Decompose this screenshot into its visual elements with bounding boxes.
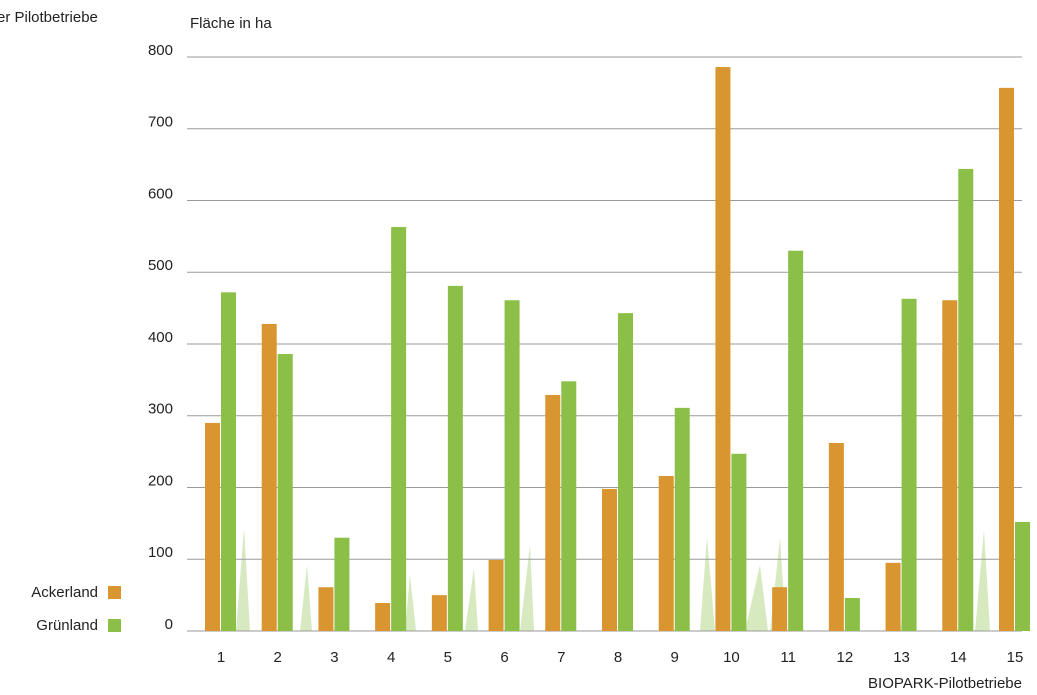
bar <box>828 443 844 631</box>
bar <box>674 407 690 631</box>
x-axis-label: BIOPARK-Pilotbetriebe <box>868 675 1022 692</box>
bar <box>545 394 561 631</box>
y-tick-label: 100 <box>148 544 173 561</box>
x-tick-label: 1 <box>217 649 225 666</box>
bar <box>885 562 901 631</box>
bar <box>221 292 236 631</box>
bar <box>658 476 674 631</box>
bar <box>772 587 788 631</box>
y-tick-label: 700 <box>148 114 173 131</box>
x-tick-label: 3 <box>330 649 338 666</box>
y-tick-label: 800 <box>148 42 173 59</box>
y-tick-label: 500 <box>148 257 173 274</box>
y-tick-label: 400 <box>148 329 173 346</box>
legend-swatch <box>108 619 121 632</box>
bar <box>504 300 520 631</box>
x-tick-label: 12 <box>837 649 854 666</box>
bar <box>488 559 504 631</box>
bar <box>205 422 220 631</box>
x-tick-label: 14 <box>950 649 967 666</box>
bar <box>431 595 447 631</box>
bar <box>334 537 350 631</box>
bar <box>602 488 617 631</box>
corner-text: er Pilotbetriebe <box>0 9 98 26</box>
x-tick-label: 8 <box>614 649 622 666</box>
bar <box>942 300 958 631</box>
x-tick-label: 10 <box>723 649 740 666</box>
bar <box>391 227 407 632</box>
y-axis-label: Fläche in ha <box>190 15 272 32</box>
x-tick-label: 4 <box>387 649 395 666</box>
bar <box>901 298 917 631</box>
x-tick-label: 11 <box>780 649 796 666</box>
bar <box>261 323 277 631</box>
bar <box>1015 521 1030 631</box>
x-tick-label: 9 <box>671 649 679 666</box>
bar <box>318 587 334 631</box>
bar <box>788 250 804 631</box>
bar <box>375 603 391 631</box>
y-tick-label: 600 <box>148 185 173 202</box>
x-tick-label: 7 <box>557 649 565 666</box>
y-tick-label: 0 <box>165 616 173 633</box>
bar <box>618 313 633 631</box>
bar <box>447 285 463 631</box>
bar <box>731 453 747 631</box>
bar <box>844 597 860 631</box>
y-tick-label: 300 <box>148 401 173 418</box>
x-tick-label: 15 <box>1007 649 1024 666</box>
legend-label: Ackerland <box>31 584 98 601</box>
bar <box>561 381 577 631</box>
x-tick-label: 13 <box>893 649 910 666</box>
x-tick-label: 5 <box>444 649 452 666</box>
bar <box>999 87 1014 632</box>
legend-label: Grünland <box>36 617 98 634</box>
y-tick-label: 200 <box>148 472 173 489</box>
x-tick-label: 6 <box>500 649 508 666</box>
bar <box>958 168 974 631</box>
legend-swatch <box>108 586 121 599</box>
x-tick-label: 2 <box>274 649 282 666</box>
bar <box>277 354 293 631</box>
bar <box>715 67 731 632</box>
